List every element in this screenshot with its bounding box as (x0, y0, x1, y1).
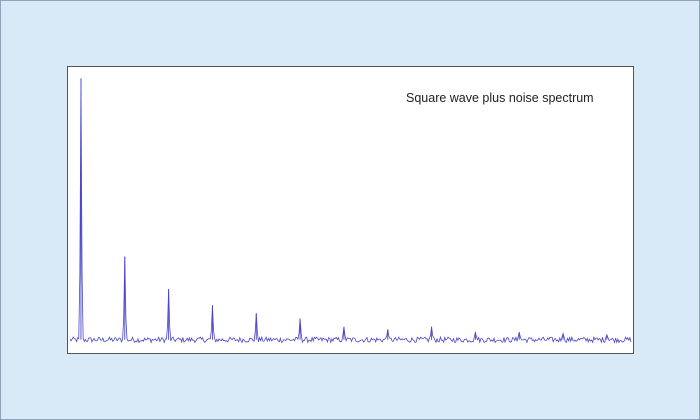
plot-area: Square wave plus noise spectrum (67, 66, 634, 354)
spectrum-chart (69, 78, 632, 344)
chart-title: Square wave plus noise spectrum (406, 91, 594, 105)
spectrum-line (69, 78, 632, 344)
